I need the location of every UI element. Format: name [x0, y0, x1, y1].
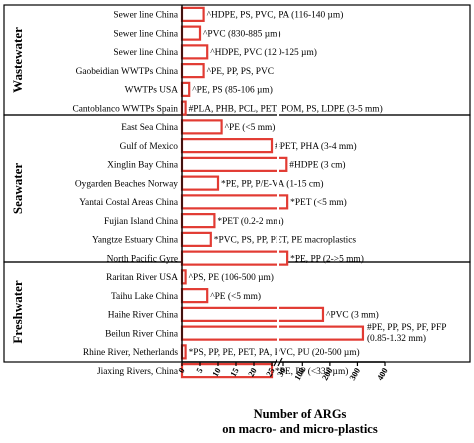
group-label-wastewater: Wastewater [10, 27, 25, 93]
bar [180, 138, 274, 154]
category-label: Gulf of Mexico [120, 141, 179, 152]
bar-annotation: ^PE (<5 mm) [225, 122, 276, 133]
bar-annotation: *PE, PP (<335 µm) [275, 366, 348, 377]
bar-annotation: ^HDPE, PVC (120-125 µm) [210, 47, 317, 58]
bar [180, 156, 288, 172]
bar [180, 25, 202, 41]
bar-annotation: #HDPE (3 cm) [289, 160, 345, 171]
bar-annotation: #PET, PHA (3-4 mm) [275, 141, 357, 152]
category-label: Cantoblanco WWTPs Spain [72, 104, 178, 114]
bar [180, 363, 274, 379]
bar [180, 119, 223, 135]
bar-annotation: #PE, PP, PS, PF, PFP [367, 323, 447, 333]
category-label: Haihe River China [108, 311, 179, 321]
axis-break-gap [277, 6, 279, 361]
bar [180, 306, 325, 322]
bar-annotation: (0.85-1.32 mm) [367, 333, 426, 344]
bar-annotation: #PLA, PHB, PCL, PET, POM, PS, LDPE (3-5 … [189, 103, 383, 114]
category-label: Sewer line China [113, 29, 178, 39]
bar [180, 175, 220, 191]
bar-annotation: *PET (0.2-2 mm) [217, 216, 283, 227]
bar-annotation: ^PE (<5 mm) [210, 291, 261, 302]
category-label: Sewer line China [113, 48, 178, 58]
bar-annotation: ^PE, PP, PS, PVC [207, 67, 274, 77]
x-tick-label: 400 [375, 366, 390, 382]
x-tick-label: 5 [194, 366, 205, 375]
category-label: Taihu Lake China [111, 292, 179, 302]
bar [180, 250, 289, 266]
category-label: North Pacific Gyre [107, 253, 178, 264]
bar [180, 81, 191, 97]
bar-annotation: *PVC, PS, PP, PET, PE macroplastics [214, 236, 357, 246]
bar-annotation: *PET (<5 mm) [290, 197, 347, 208]
category-label: East Sea China [121, 123, 179, 133]
bar [180, 44, 209, 60]
category-label: WWTPs USA [125, 86, 179, 96]
category-label: Raritan River USA [106, 273, 178, 283]
group-label-seawater: Seawater [10, 163, 25, 214]
bar-annotation: ^PVC (3 mm) [326, 310, 379, 321]
group-label-freshwater: Freshwater [10, 280, 25, 344]
category-label: Gaobeidian WWTPs China [76, 67, 179, 77]
bar [180, 63, 205, 79]
bar-annotation: *PS, PP, PE, PET, PA, PVC, PU (20-500 µm… [189, 347, 360, 358]
x-tick-label: 300 [347, 366, 362, 382]
x-tick-label: 0 [176, 366, 187, 375]
category-label: Jiaxing Rivers, China [97, 367, 179, 377]
category-label: Yantai Costal Areas China [79, 198, 179, 208]
bar [180, 6, 205, 22]
bar-annotation: ^PS, PE (106-500 µm) [189, 272, 274, 283]
bar-annotations: ^HDPE, PS, PVC, PA (116-140 µm) ^PVC (830… [189, 10, 447, 377]
axis-break-mark [277, 357, 283, 367]
x-axis-title-line-2: on macro- and micro-plastics [222, 422, 378, 436]
category-label: Sewer line China [113, 11, 178, 21]
bar [180, 288, 209, 304]
category-label: Rhine River, Netherlands [83, 348, 179, 358]
category-label: Xinglin Bay China [107, 161, 179, 171]
bar [180, 194, 289, 210]
group-frame-wastewater [3, 4, 471, 116]
bar [180, 325, 365, 341]
category-labels: Sewer line China Sewer line China Sewer li… [72, 11, 178, 377]
category-label: Beilun River China [105, 329, 179, 339]
bars [180, 6, 365, 379]
bar [180, 213, 216, 229]
bar-annotation: ^PE, PS (85-106 µm) [192, 85, 273, 96]
bar-annotation: ^PVC (830-885 µm) [203, 28, 281, 39]
group-labels: Wastewater Seawater Freshwater [10, 27, 25, 344]
category-label: Oygarden Beaches Norway [75, 179, 178, 189]
category-label: Yangtze Estuary China [92, 236, 179, 246]
x-axis-title-line-1: Number of ARGs [254, 407, 347, 421]
bar-annotation: *PE, PP, P/E-VA (1-15 cm) [221, 178, 323, 189]
category-label: Fujian Island China [104, 217, 179, 227]
bar [180, 231, 212, 247]
bar-annotation: *PE, PP (2->5 mm) [290, 253, 364, 264]
bar-annotation: ^HDPE, PS, PVC, PA (116-140 µm) [207, 10, 344, 21]
